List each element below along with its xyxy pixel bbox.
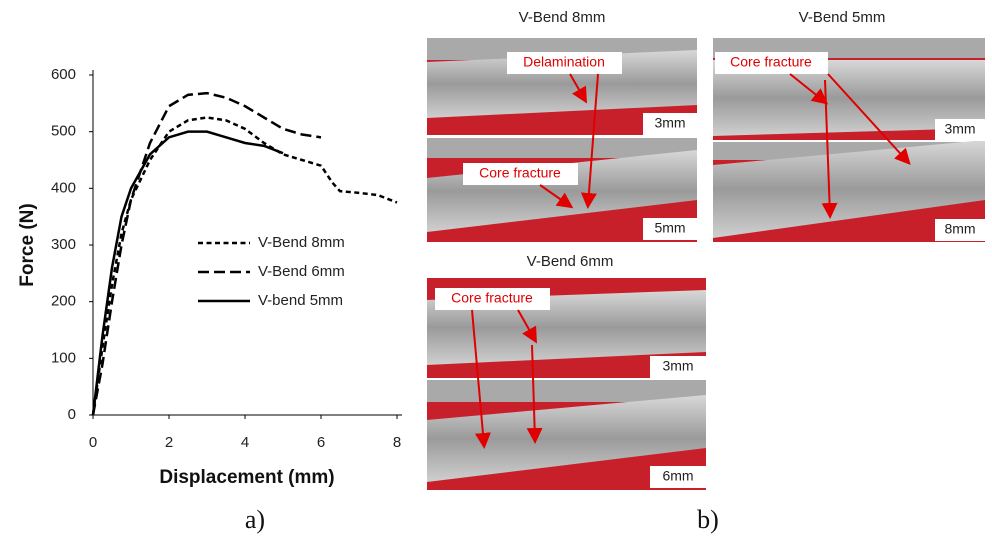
line-series [93, 93, 321, 415]
photo-label: 8mm [944, 221, 975, 237]
y-tick-label: 100 [51, 349, 76, 366]
annotation: Core fracture [451, 290, 533, 306]
line-series [93, 132, 283, 415]
y-tick-label: 0 [68, 406, 76, 423]
chart: 0 100 200 300 400 500 600 0 2 4 6 8 Displacement (mm… [17, 66, 402, 488]
photo-label: 6mm [662, 468, 693, 484]
annotation: Core fracture [479, 165, 561, 181]
panel-title: V-Bend 8mm [519, 9, 606, 26]
y-tick-label: 500 [51, 123, 76, 140]
photo-panel: V-Bend 8mm 3mm 5mm Delamination Core fra… [427, 9, 697, 242]
panel-title: V-Bend 5mm [799, 9, 886, 26]
y-tick-label: 600 [51, 66, 76, 83]
panel-title: V-Bend 6mm [527, 253, 614, 270]
x-tick-label: 6 [317, 434, 325, 451]
x-tick-label: 8 [393, 434, 401, 451]
y-tick-label: 200 [51, 293, 76, 310]
caption: b) [697, 505, 719, 534]
y-axis-title: Force (N) [17, 203, 38, 286]
photo-label: 5mm [654, 220, 685, 236]
x-tick-label: 0 [89, 434, 97, 451]
y-tick-label: 300 [51, 236, 76, 253]
legend-label: V-Bend 8mm [258, 234, 345, 251]
caption: a) [245, 505, 265, 534]
annotation: Core fracture [730, 54, 812, 70]
y-tick-label: 400 [51, 179, 76, 196]
figure: 0 100 200 300 400 500 600 0 2 4 6 8 Displacement (mm… [0, 0, 992, 541]
photo-label: 3mm [944, 121, 975, 137]
line-series [93, 118, 397, 416]
photo-label: 3mm [662, 358, 693, 374]
photo-panel: V-Bend 5mm 3mm 8mm Core fracture [713, 9, 985, 242]
legend-label: V-Bend 6mm [258, 263, 345, 280]
x-tick-label: 2 [165, 434, 173, 451]
x-axis-title: Displacement (mm) [159, 467, 334, 488]
annotation: Delamination [523, 54, 605, 70]
photo-label: 3mm [654, 115, 685, 131]
x-tick-label: 4 [241, 434, 249, 451]
legend-label: V-bend 5mm [258, 292, 343, 309]
photo-panel: V-Bend 6mm 3mm 6mm Core fracture [427, 253, 706, 490]
